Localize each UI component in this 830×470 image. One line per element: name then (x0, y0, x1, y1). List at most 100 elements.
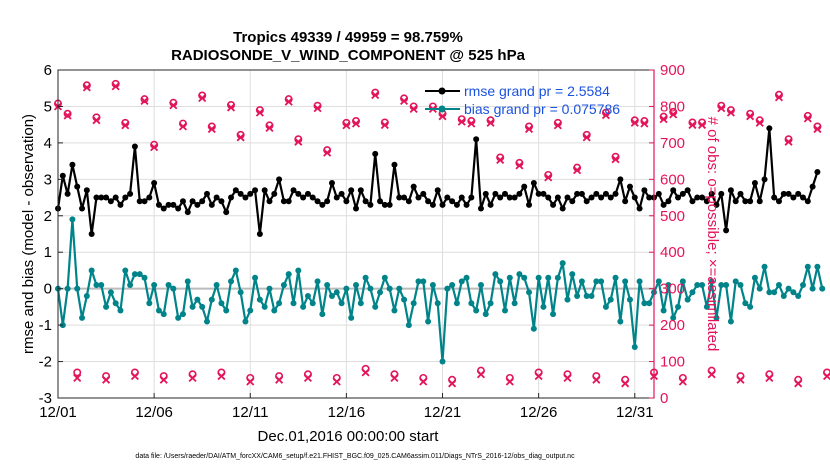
rmse-point (809, 183, 816, 190)
bias-point (170, 285, 177, 292)
bias-point (122, 267, 129, 274)
y-right-tick-label: 300 (660, 281, 685, 298)
rmse-point (602, 190, 609, 197)
obs-assimilated-marker (515, 161, 524, 170)
obs-assimilated-marker (563, 373, 572, 382)
rmse-point (405, 198, 412, 205)
bias-point (598, 278, 605, 285)
rmse-point (550, 201, 557, 208)
obs-assimilated-marker (361, 368, 370, 377)
bias-point (641, 300, 648, 307)
bias-point (550, 311, 557, 318)
obs-assimilated-marker (102, 375, 111, 384)
obs-assimilated-marker (294, 137, 303, 146)
bias-point (377, 289, 384, 296)
rmse-point (333, 194, 340, 201)
legend-bias-label: bias grand pr = 0.075786 (464, 101, 620, 117)
rmse-point (482, 190, 489, 197)
rmse-point (795, 190, 802, 197)
rmse-point (732, 198, 739, 205)
rmse-point (545, 194, 552, 201)
obs-assimilated-marker (275, 375, 284, 384)
bias-point (742, 300, 749, 307)
obs-assimilated-marker (159, 375, 168, 384)
bias-point (607, 296, 614, 303)
bias-point (497, 278, 504, 285)
bias-point (578, 278, 585, 285)
bias-point (468, 300, 475, 307)
x-tick-label: 12/16 (328, 404, 366, 421)
rmse-point (276, 176, 283, 183)
bias-point (194, 296, 201, 303)
obs-assimilated-marker (371, 91, 380, 100)
bias-point (348, 314, 355, 321)
bias-point (386, 285, 393, 292)
rmse-point (160, 205, 167, 212)
obs-assimilated-marker (351, 119, 361, 128)
bias-point (737, 282, 744, 289)
bias-point (242, 318, 249, 325)
bias-point (703, 303, 710, 310)
bias-point (646, 300, 653, 307)
rmse-point (569, 198, 576, 205)
bias-point (814, 263, 821, 270)
bias-point (405, 322, 412, 329)
bias-point (353, 282, 359, 289)
obs-assimilated-marker (678, 377, 687, 386)
bias-point (136, 271, 143, 278)
obs-assimilated-marker (524, 125, 534, 134)
bias-point (295, 267, 302, 274)
bias-point (228, 278, 235, 285)
chart-title-line2: RADIOSONDE_V_WIND_COMPONENT @ 525 hPa (171, 47, 526, 64)
rmse-point (751, 179, 758, 186)
rmse-point (598, 194, 605, 201)
y-left-tick-label: 0 (44, 281, 52, 298)
rmse-point (742, 198, 749, 205)
bias-point (237, 289, 244, 296)
rmse-point (458, 194, 465, 201)
obs-possible-marker (63, 109, 72, 118)
obs-assimilated-marker (284, 97, 293, 106)
bias-point (559, 260, 566, 267)
bias-point (775, 282, 782, 289)
rmse-point (338, 190, 345, 197)
rmse-point (69, 161, 76, 168)
y-left-axis-ticks: -3 -2 -1 0 1 2 3 4 5 6 (39, 62, 63, 407)
bias-point (766, 289, 773, 296)
rmse-point (107, 198, 114, 205)
series-lines (55, 125, 826, 365)
rmse-point (199, 198, 206, 205)
bias-point (357, 300, 364, 307)
rmse-point (727, 187, 734, 194)
bias-point (160, 311, 167, 318)
bias-point (256, 296, 263, 303)
obs-assimilated-marker (755, 118, 764, 127)
bias-point (381, 274, 388, 281)
rmse-point (103, 194, 110, 201)
bias-point (127, 282, 134, 289)
bias-point (415, 278, 422, 285)
bias-point (554, 274, 561, 281)
rmse-point (434, 187, 441, 194)
obs-assimilated-marker (236, 133, 245, 142)
rmse-point (473, 136, 480, 143)
bias-point (280, 282, 287, 289)
rmse-point (357, 187, 364, 194)
rmse-point (314, 198, 321, 205)
rmse-point (242, 194, 249, 201)
rmse-point (612, 190, 619, 197)
rmse-point (670, 187, 677, 194)
bias-point (526, 289, 533, 296)
bias-point (165, 282, 172, 289)
bias-point (511, 300, 518, 307)
obs-assimilated-marker (332, 377, 341, 386)
bias-point (98, 282, 105, 289)
obs-assimilated-marker (303, 373, 312, 382)
bias-point (204, 318, 210, 325)
data-file-footnote: data file: /Users/raeder/DAI/ATM_forcXX/… (135, 453, 575, 460)
rmse-point (477, 205, 484, 212)
bias-point (189, 303, 196, 310)
rmse-point (554, 194, 561, 201)
rmse-point (127, 190, 134, 197)
rmse-point (506, 194, 513, 201)
